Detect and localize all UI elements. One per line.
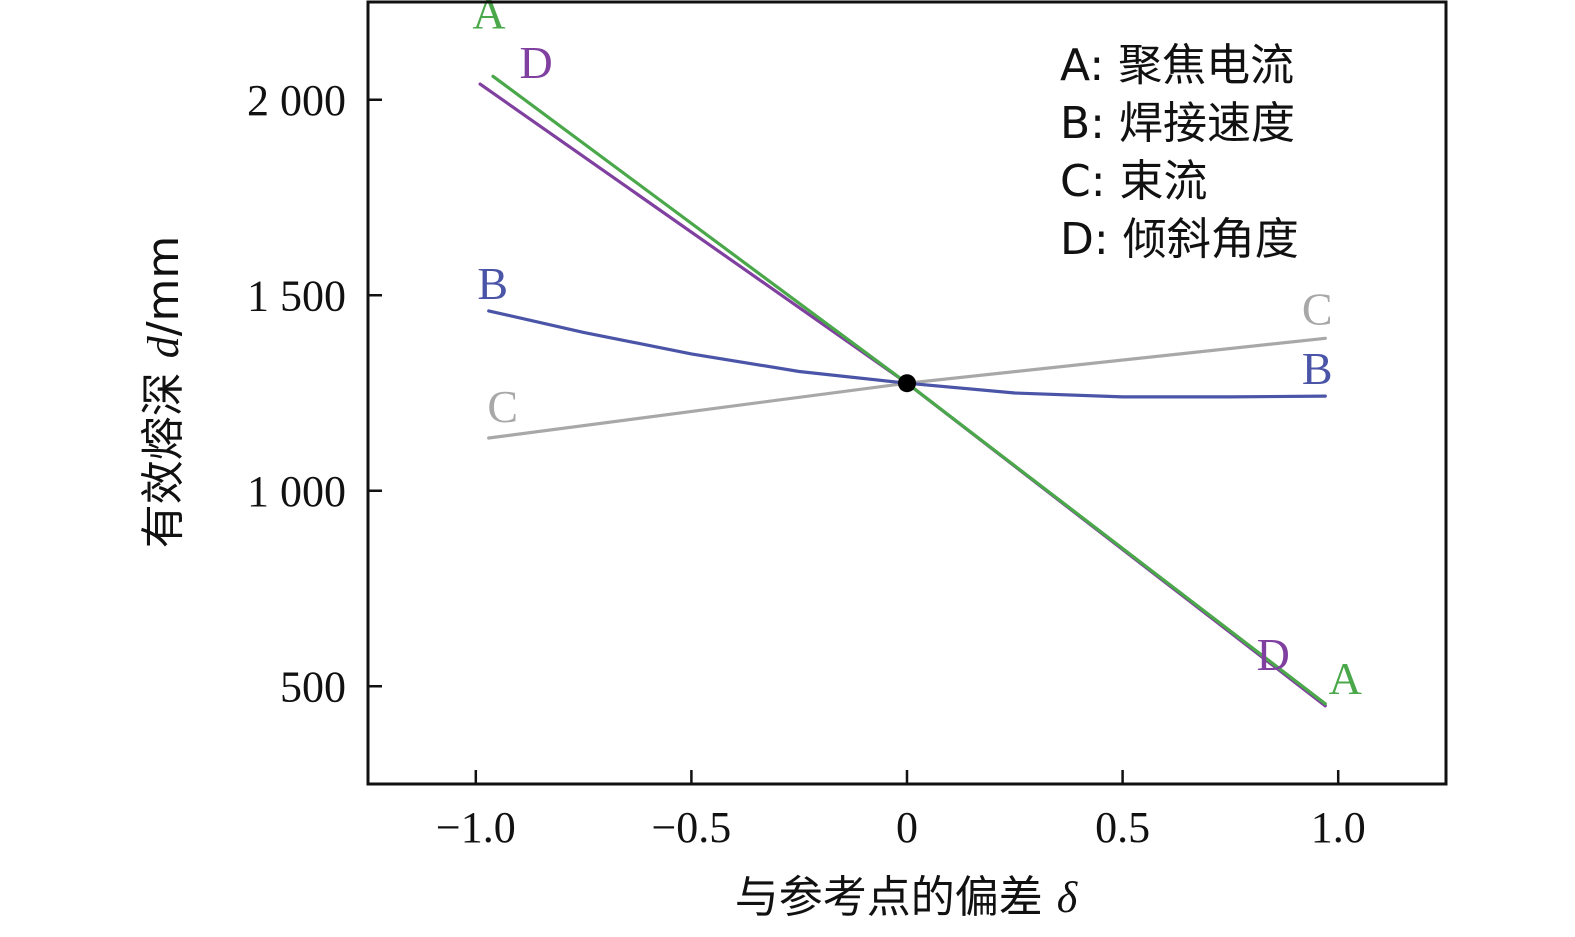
legend-entry-b: B: 焊接速度 [1060, 98, 1295, 149]
y-tick-label: 2 000 [247, 76, 346, 125]
series-start-label-c: C [487, 381, 518, 432]
series-end-label-a: A [1329, 653, 1362, 704]
x-axis-title-text: 与参考点的偏差 [735, 872, 1057, 923]
y-tick-label: 500 [280, 662, 346, 711]
x-axis-title: 与参考点的偏差 δ [735, 872, 1079, 923]
y-axis-title: 有效熔深 d/mm [138, 236, 189, 549]
x-axis-title-symbol: δ [1057, 873, 1079, 922]
reference-point [898, 374, 916, 393]
series-end-label-b: B [1302, 343, 1333, 394]
y-axis-title-text: 有效熔深 [138, 358, 189, 548]
series-end-label-c: C [1302, 283, 1333, 334]
x-tick-label: 1.0 [1311, 803, 1366, 852]
x-tick-label: −1.0 [436, 803, 516, 852]
y-tick-label: 1 000 [247, 467, 346, 516]
x-tick-label: 0.5 [1095, 803, 1150, 852]
x-tick-label: 0 [896, 803, 918, 852]
legend-entry-a: A: 聚焦电流 [1060, 40, 1294, 91]
series-start-label-d: D [519, 37, 552, 88]
x-tick-label: −0.5 [651, 803, 731, 852]
legend-entry-d: D: 倾斜角度 [1060, 214, 1299, 265]
y-tick-label: 1 500 [247, 271, 346, 320]
legend-entry-c: C: 束流 [1060, 156, 1208, 207]
legend: A: 聚焦电流 B: 焊接速度 C: 束流 D: 倾斜角度 [1060, 40, 1299, 265]
series-start-label-b: B [477, 258, 508, 309]
series-start-label-a: A [472, 0, 505, 38]
y-axis-title-unit: /mm [138, 236, 189, 337]
y-axis-title-symbol: d [139, 335, 188, 358]
series-end-label-d: D [1257, 629, 1290, 680]
